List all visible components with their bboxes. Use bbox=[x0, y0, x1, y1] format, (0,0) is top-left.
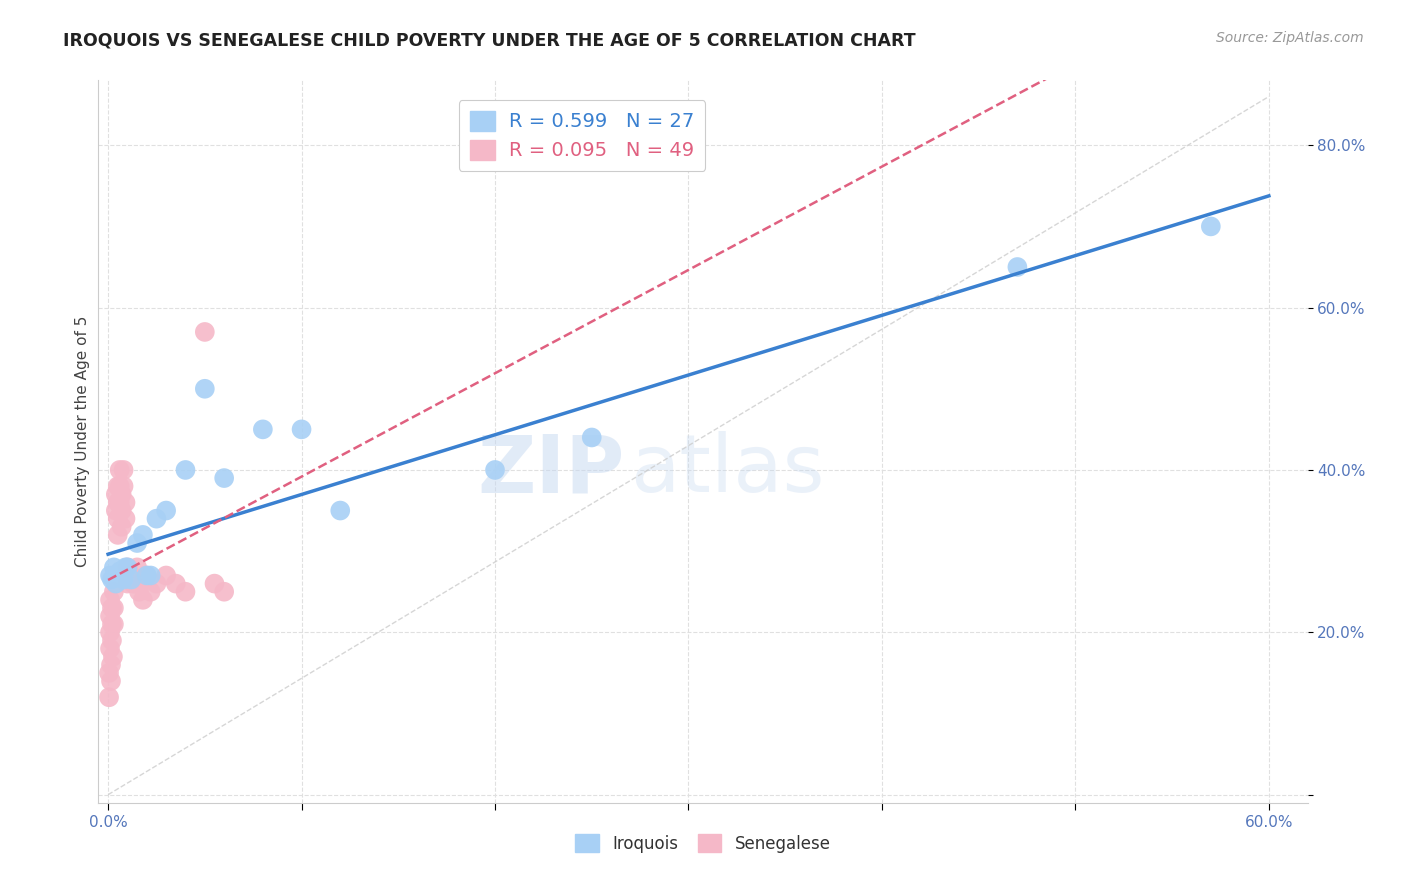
Y-axis label: Child Poverty Under the Age of 5: Child Poverty Under the Age of 5 bbox=[75, 316, 90, 567]
Point bbox=[107, 495, 129, 509]
Point bbox=[135, 568, 157, 582]
Point bbox=[108, 495, 131, 509]
Point bbox=[98, 690, 121, 705]
Point bbox=[145, 576, 167, 591]
Point bbox=[194, 325, 217, 339]
Point bbox=[98, 592, 121, 607]
Point bbox=[120, 568, 142, 582]
Legend: Iroquois, Senegalese: Iroquois, Senegalese bbox=[568, 828, 838, 860]
Point bbox=[252, 422, 274, 436]
Point bbox=[155, 568, 177, 582]
Point bbox=[194, 382, 217, 396]
Point bbox=[139, 568, 162, 582]
Point bbox=[107, 479, 129, 493]
Point bbox=[329, 503, 352, 517]
Point bbox=[165, 576, 187, 591]
Point bbox=[1007, 260, 1029, 274]
Point bbox=[120, 573, 142, 587]
Point bbox=[127, 536, 149, 550]
Point bbox=[104, 503, 127, 517]
Point bbox=[101, 649, 124, 664]
Point bbox=[101, 601, 124, 615]
Point bbox=[103, 601, 125, 615]
Point bbox=[111, 568, 134, 582]
Point bbox=[117, 560, 139, 574]
Point bbox=[108, 565, 131, 579]
Point bbox=[112, 479, 135, 493]
Point bbox=[100, 657, 122, 672]
Point bbox=[132, 592, 155, 607]
Point bbox=[111, 503, 134, 517]
Point bbox=[101, 573, 124, 587]
Point bbox=[103, 560, 125, 574]
Point bbox=[155, 503, 177, 517]
Point bbox=[112, 573, 135, 587]
Point bbox=[132, 528, 155, 542]
Point bbox=[212, 471, 235, 485]
Text: ZIP: ZIP bbox=[477, 432, 624, 509]
Point bbox=[122, 576, 145, 591]
Text: atlas: atlas bbox=[630, 432, 825, 509]
Text: Source: ZipAtlas.com: Source: ZipAtlas.com bbox=[1216, 31, 1364, 45]
Point bbox=[98, 568, 121, 582]
Point bbox=[484, 463, 506, 477]
Point bbox=[174, 584, 197, 599]
Point bbox=[128, 584, 150, 599]
Point bbox=[103, 617, 125, 632]
Point bbox=[111, 487, 134, 501]
Point bbox=[107, 528, 129, 542]
Point bbox=[111, 520, 134, 534]
Point bbox=[145, 511, 167, 525]
Point bbox=[135, 568, 157, 582]
Point bbox=[1199, 219, 1222, 234]
Point bbox=[108, 463, 131, 477]
Point bbox=[103, 584, 125, 599]
Point bbox=[114, 560, 136, 574]
Point bbox=[117, 560, 139, 574]
Point bbox=[581, 430, 603, 444]
Point bbox=[104, 576, 127, 591]
Point bbox=[107, 511, 129, 525]
Point bbox=[212, 584, 235, 599]
Point bbox=[118, 568, 141, 582]
Point bbox=[174, 463, 197, 477]
Text: IROQUOIS VS SENEGALESE CHILD POVERTY UNDER THE AGE OF 5 CORRELATION CHART: IROQUOIS VS SENEGALESE CHILD POVERTY UND… bbox=[63, 31, 915, 49]
Point bbox=[101, 633, 124, 648]
Point bbox=[107, 568, 129, 582]
Point bbox=[98, 641, 121, 656]
Point bbox=[104, 487, 127, 501]
Point bbox=[117, 576, 139, 591]
Point bbox=[98, 665, 121, 680]
Point bbox=[101, 617, 124, 632]
Point bbox=[127, 560, 149, 574]
Point bbox=[114, 495, 136, 509]
Point bbox=[114, 511, 136, 525]
Point bbox=[108, 479, 131, 493]
Point bbox=[98, 625, 121, 640]
Point bbox=[112, 463, 135, 477]
Point bbox=[98, 609, 121, 624]
Point bbox=[124, 576, 146, 591]
Point bbox=[290, 422, 312, 436]
Point bbox=[139, 584, 162, 599]
Point bbox=[100, 673, 122, 688]
Point bbox=[204, 576, 226, 591]
